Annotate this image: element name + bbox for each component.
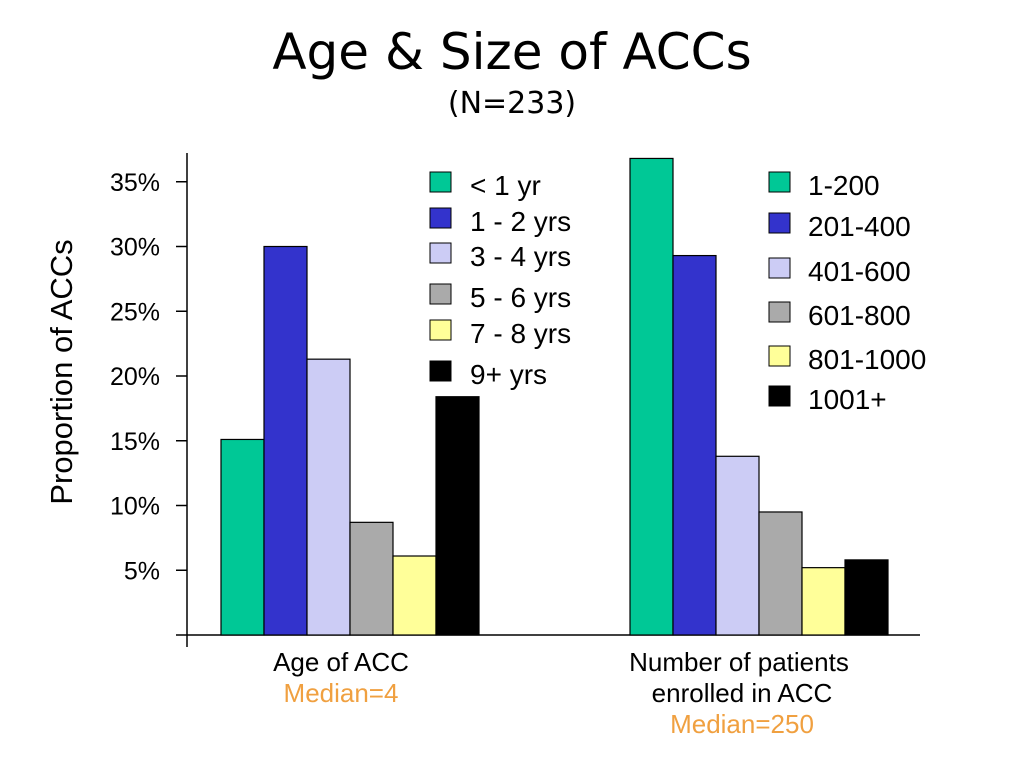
y-tick-label: 30% <box>110 234 160 262</box>
bar <box>758 511 803 636</box>
bar <box>349 521 394 636</box>
legend-swatch <box>768 257 791 279</box>
median-label: Median=4 <box>284 678 399 708</box>
bar <box>801 567 846 636</box>
legend-label: 7 - 8 yrs <box>470 318 571 349</box>
x-category-label: Number of patients <box>629 647 849 677</box>
bar <box>629 157 674 636</box>
x-category-label: enrolled in ACC <box>652 678 833 708</box>
legend-label: 3 - 4 yrs <box>470 241 571 272</box>
legend-label: 601-800 <box>808 300 911 331</box>
legend-label: 201-400 <box>808 211 911 242</box>
legend-swatch <box>768 171 791 193</box>
legend-swatch <box>768 212 791 234</box>
bar <box>220 438 265 636</box>
legend-swatch <box>429 360 452 382</box>
chart-subtitle: (N=233) <box>447 86 577 121</box>
bar <box>672 254 717 636</box>
legend-swatch <box>429 242 452 264</box>
bar <box>844 559 889 636</box>
median-label: Median=250 <box>670 709 814 739</box>
bar <box>435 396 480 636</box>
legend-label: 9+ yrs <box>470 359 547 390</box>
bar <box>715 455 760 636</box>
legend-swatch <box>768 385 791 407</box>
y-tick-label: 25% <box>110 298 160 326</box>
y-tick-label: 5% <box>124 557 160 585</box>
bar <box>263 245 308 636</box>
legend-swatch <box>768 301 791 323</box>
x-category-label: Age of ACC <box>273 647 409 677</box>
y-tick-label: 20% <box>110 363 160 391</box>
legend-swatch <box>429 283 452 305</box>
legend-swatch <box>429 319 452 341</box>
bar <box>306 358 351 636</box>
legend-label: 401-600 <box>808 256 911 287</box>
legend-swatch <box>429 171 452 193</box>
y-tick-label: 10% <box>110 493 160 521</box>
legend-label: 1-200 <box>808 170 880 201</box>
legend-swatch <box>768 345 791 367</box>
y-tick-label: 35% <box>110 169 160 197</box>
legend-swatch <box>429 207 452 229</box>
legend-label: 801-1000 <box>808 344 926 375</box>
legend-label: 1 - 2 yrs <box>470 206 571 237</box>
y-tick-label: 15% <box>110 428 160 456</box>
legend-label: 1001+ <box>808 384 887 415</box>
legend-label: < 1 yr <box>470 170 541 201</box>
legend-label: 5 - 6 yrs <box>470 282 571 313</box>
chart-title: Age & Size of ACCs <box>272 23 752 81</box>
bar <box>392 555 437 636</box>
